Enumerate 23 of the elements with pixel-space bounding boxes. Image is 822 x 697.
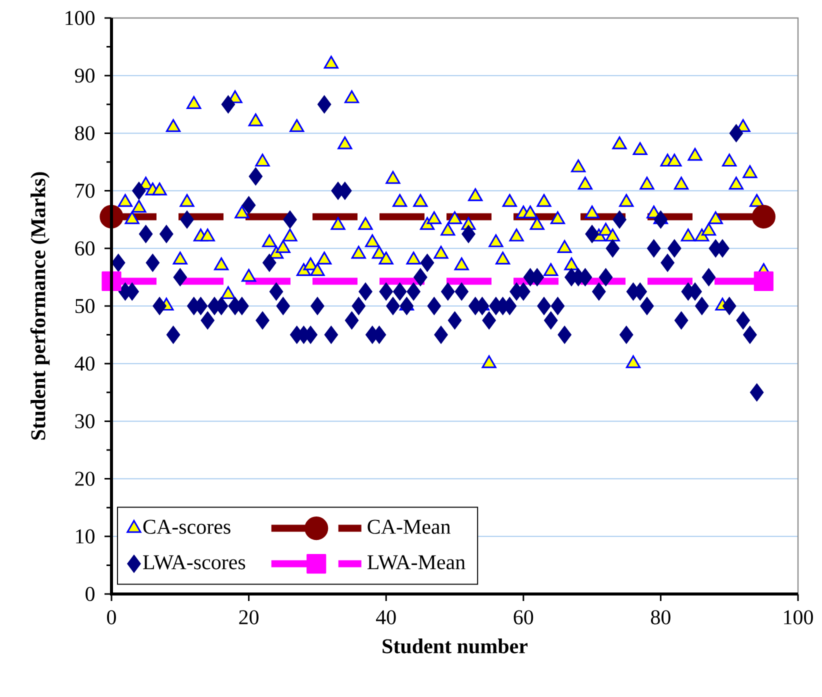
legend-label: LWA-Mean <box>367 555 466 570</box>
legend-label: CA-Mean <box>368 520 451 534</box>
x-tick-label: 100 <box>784 610 813 624</box>
y-tick-label: 40 <box>74 356 95 371</box>
y-tick-label: 50 <box>76 298 95 314</box>
x-tick-label: 0 <box>107 610 116 624</box>
x-tick-label: 40 <box>376 610 396 624</box>
y-tick-label: 70 <box>76 184 95 198</box>
y-tick-label: 10 <box>76 529 95 544</box>
y-tick-label: 80 <box>75 126 95 140</box>
legend-label: LWA-scores <box>143 555 246 570</box>
legend-label: CA-scores <box>143 520 230 534</box>
y-tick-label: 90 <box>74 68 95 83</box>
x-tick-label: 80 <box>651 610 670 624</box>
x-tick-label: 20 <box>239 610 259 624</box>
y-tick-label: 30 <box>75 414 95 428</box>
y-axis-title: Student performance (Marks) <box>30 172 50 440</box>
x-axis-title: Student number <box>382 638 528 654</box>
y-tick-label: 0 <box>86 586 95 602</box>
y-tick-label: 100 <box>66 10 95 26</box>
y-tick-label: 60 <box>75 241 95 256</box>
x-tick-label: 60 <box>514 610 534 624</box>
y-tick-label: 20 <box>75 472 95 486</box>
